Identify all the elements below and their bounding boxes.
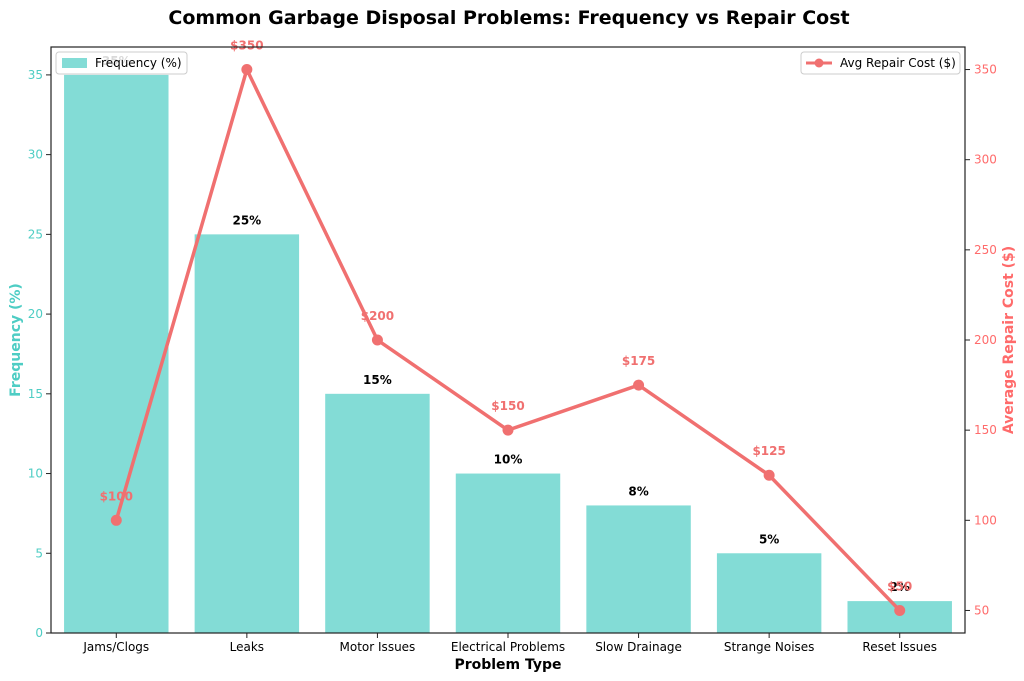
bar-5	[716, 553, 822, 633]
left-tick-label-1: 5	[35, 546, 43, 560]
legend-cost: Avg Repair Cost ($)	[800, 51, 961, 75]
left-tick-label-4: 20	[28, 307, 43, 321]
cost-point-3	[502, 424, 514, 436]
x-tick-label-6: Reset Issues	[862, 640, 937, 654]
x-tick-label-4: Slow Drainage	[595, 640, 682, 654]
legend-cost-box	[800, 51, 961, 75]
cost-labels-group: $100 $350 $200 $150 $175 $125 $50	[100, 39, 913, 594]
cost-point-5	[763, 469, 775, 481]
cost-point-2	[371, 334, 383, 346]
right-tick-label-1: 100	[974, 513, 997, 527]
bar-3	[455, 473, 561, 633]
y-axis-label-left: Frequency (%)	[8, 283, 24, 397]
left-y-axis: 0 5 10 15 20 25 30 35	[28, 68, 51, 640]
left-tick-label-7: 35	[28, 68, 43, 82]
bar-label-2: 15%	[363, 373, 392, 387]
cost-point-1	[241, 64, 253, 76]
left-tick-label-2: 10	[28, 467, 43, 481]
cost-label-5: $125	[752, 444, 785, 458]
cost-label-2: $200	[361, 309, 394, 323]
x-tick-label-1: Leaks	[230, 640, 264, 654]
y-axis-label-right: Average Repair Cost ($)	[1001, 246, 1017, 434]
right-y-axis: 50 100 150 200 250 300 350	[965, 63, 997, 617]
x-tick-label-2: Motor Issues	[340, 640, 416, 654]
legend-cost-label: Avg Repair Cost ($)	[840, 56, 956, 70]
bar-label-4: 8%	[628, 484, 648, 498]
right-tick-label-5: 300	[974, 153, 997, 167]
left-tick-label-3: 15	[28, 387, 43, 401]
bar-label-6: 2%	[890, 580, 910, 594]
bar-2	[325, 393, 430, 633]
x-tick-label-5: Strange Noises	[724, 640, 815, 654]
left-tick-label-5: 25	[28, 227, 43, 241]
legend-frequency: Frequency (%)	[55, 51, 188, 75]
right-tick-label-0: 50	[974, 603, 989, 617]
cost-point-0	[110, 514, 122, 526]
bar-0	[64, 74, 169, 633]
cost-label-1: $350	[230, 39, 263, 53]
cost-point-4	[633, 379, 645, 391]
x-tick-label-3: Electrical Problems	[451, 640, 565, 654]
legend-frequency-box	[55, 51, 188, 75]
bar-label-3: 10%	[494, 453, 523, 467]
bar-label-5: 5%	[759, 532, 779, 546]
bar-label-1: 25%	[232, 213, 261, 227]
left-tick-label-6: 30	[28, 148, 43, 162]
cost-label-6: $50	[887, 579, 912, 593]
right-tick-label-6: 350	[974, 63, 997, 77]
cost-label-4: $175	[622, 354, 655, 368]
cost-line-group	[110, 64, 906, 616]
right-tick-label-2: 150	[974, 423, 997, 437]
x-axis: Jams/Clogs Leaks Motor Issues Electrical Pr…	[82, 633, 937, 654]
x-axis-label: Problem Type	[454, 657, 561, 673]
legend-frequency-swatch	[62, 58, 87, 68]
right-tick-label-4: 250	[974, 243, 997, 257]
bars-group	[64, 74, 952, 634]
bar-4	[586, 505, 691, 633]
cost-label-0: $100	[100, 489, 133, 503]
chart-title: Common Garbage Disposal Problems: Freque…	[168, 7, 849, 29]
right-tick-label-3: 200	[974, 333, 997, 347]
left-tick-label-0: 0	[35, 626, 43, 640]
legend-cost-marker	[814, 58, 824, 68]
cost-point-6	[894, 604, 906, 616]
legend-frequency-label: Frequency (%)	[95, 56, 182, 70]
x-tick-label-0: Jams/Clogs	[82, 640, 149, 654]
cost-label-3: $150	[491, 399, 524, 413]
bar-1	[194, 234, 300, 634]
